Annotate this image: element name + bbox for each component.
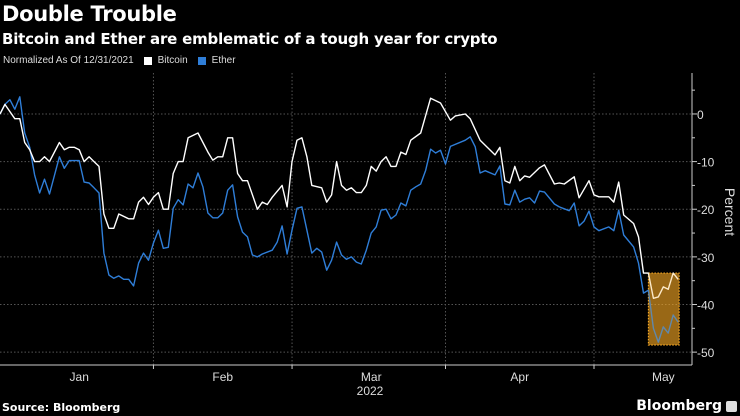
source-note: Source: Bloomberg xyxy=(2,401,121,414)
legend: Normalized As Of 12/31/2021 Bitcoin Ethe… xyxy=(3,55,236,66)
x-tick-label: May xyxy=(652,370,675,384)
y-tick-label: -20 xyxy=(697,203,715,217)
chart-title: Double Trouble xyxy=(2,2,177,26)
chart-subtitle: Bitcoin and Ether are emblematic of a to… xyxy=(2,30,498,48)
y-tick-label: -10 xyxy=(697,156,715,170)
x-tick-label: Mar xyxy=(361,370,382,384)
x-axis-label: 2022 xyxy=(357,384,384,398)
bloomberg-chart-icon xyxy=(726,401,737,412)
legend-swatch-ether xyxy=(197,56,206,65)
legend-swatch-bitcoin xyxy=(143,56,152,65)
legend-note: Normalized As Of 12/31/2021 xyxy=(3,55,134,66)
series-line-bitcoin xyxy=(0,97,679,299)
highlight-overlay xyxy=(648,273,680,345)
y-tick-label: 0 xyxy=(697,108,704,122)
highlight-box xyxy=(647,272,680,346)
y-tick-label: -30 xyxy=(697,251,715,265)
y-axis-label: Percent xyxy=(722,188,738,236)
y-tick-label: -50 xyxy=(697,346,715,360)
x-tick-label: Feb xyxy=(212,370,233,384)
y-tick-label: -40 xyxy=(697,299,715,313)
x-tick-label: Jan xyxy=(70,370,89,384)
x-tick-label: Apr xyxy=(510,370,529,384)
series-line-ether xyxy=(0,96,679,343)
bloomberg-logo: Bloomberg xyxy=(636,398,722,414)
legend-item-ether: Ether xyxy=(211,55,236,66)
legend-item-bitcoin: Bitcoin xyxy=(157,55,188,66)
